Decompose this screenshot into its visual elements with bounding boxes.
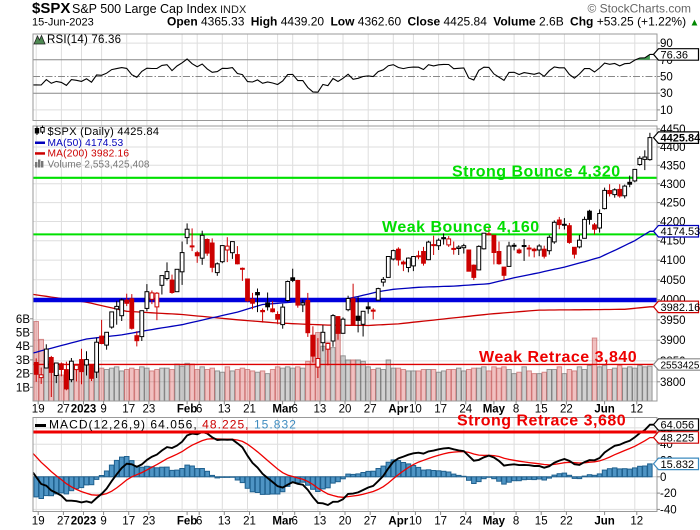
svg-text:64.056: 64.056	[661, 420, 695, 432]
svg-text:76.36: 76.36	[661, 49, 689, 61]
svg-text:3900: 3900	[660, 335, 686, 347]
svg-text:RSI(14) 76.36: RSI(14) 76.36	[47, 34, 121, 46]
svg-text:4B: 4B	[16, 341, 30, 353]
svg-text:90: 90	[660, 38, 673, 50]
svg-text:4300: 4300	[660, 179, 686, 191]
svg-text:24: 24	[459, 516, 472, 528]
svg-text:-40: -40	[660, 504, 677, 516]
svg-text:MA(50) 4174.53: MA(50) 4174.53	[48, 138, 124, 149]
svg-text:Mar: Mar	[272, 516, 293, 528]
svg-text:Mar: Mar	[272, 404, 293, 416]
svg-text:Apr: Apr	[388, 516, 408, 528]
svg-text:INDX: INDX	[220, 4, 247, 16]
svg-text:17: 17	[434, 516, 447, 528]
svg-text:4250: 4250	[660, 198, 686, 210]
svg-text:3950: 3950	[660, 315, 686, 327]
svg-text:8: 8	[513, 404, 519, 416]
svg-text:9: 9	[100, 404, 106, 416]
svg-text:50: 50	[660, 72, 673, 84]
svg-text:Feb: Feb	[177, 404, 197, 416]
svg-text:4174.53: 4174.53	[661, 226, 700, 238]
svg-text:May: May	[483, 404, 506, 416]
svg-text:Jun: Jun	[594, 404, 614, 416]
svg-text:15-Jun-2023: 15-Jun-2023	[32, 17, 94, 29]
svg-text:Volume 2,553,425,408: Volume 2,553,425,408	[48, 159, 150, 170]
svg-text:Jun: Jun	[594, 516, 614, 528]
svg-text:0: 0	[660, 472, 666, 484]
svg-text:6B: 6B	[16, 314, 30, 326]
svg-text:21: 21	[243, 516, 256, 528]
svg-text:$SPX: $SPX	[32, 0, 70, 17]
svg-text:2023: 2023	[71, 516, 97, 528]
svg-text:May: May	[483, 516, 506, 528]
svg-text:Weak Bounce 4,160: Weak Bounce 4,160	[382, 219, 540, 236]
svg-text:23: 23	[143, 516, 156, 528]
svg-text:4050: 4050	[660, 275, 686, 287]
svg-text:2553425: 2553425	[661, 361, 700, 372]
svg-text:30: 30	[660, 88, 673, 100]
svg-text:15: 15	[535, 404, 548, 416]
svg-text:8: 8	[513, 516, 519, 528]
svg-text:3982.16: 3982.16	[661, 302, 700, 314]
svg-text:19: 19	[32, 516, 45, 528]
svg-text:4100: 4100	[660, 255, 686, 267]
svg-text:13: 13	[218, 404, 231, 416]
svg-text:Strong Retrace 3,680: Strong Retrace 3,680	[457, 413, 626, 430]
svg-text:-20: -20	[660, 488, 677, 500]
svg-text:4400: 4400	[660, 142, 686, 154]
svg-text:15: 15	[535, 516, 548, 528]
svg-text:48.225: 48.225	[661, 433, 695, 445]
svg-text:12: 12	[630, 516, 643, 528]
svg-text:15.832: 15.832	[661, 459, 695, 471]
svg-text:3800: 3800	[660, 377, 686, 389]
svg-text:3B: 3B	[16, 355, 30, 367]
svg-text:S&P 500 Large Cap Index: S&P 500 Large Cap Index	[72, 2, 218, 16]
svg-text:17: 17	[122, 404, 135, 416]
svg-text:22: 22	[560, 404, 573, 416]
svg-text:21: 21	[243, 404, 256, 416]
svg-text:13: 13	[314, 404, 327, 416]
svg-text:6: 6	[291, 404, 297, 416]
svg-text:5B: 5B	[16, 328, 30, 340]
svg-text:4350: 4350	[660, 160, 686, 172]
svg-text:20: 20	[339, 404, 352, 416]
svg-text:27: 27	[57, 516, 70, 528]
svg-text:© StockCharts.com: © StockCharts.com	[587, 2, 691, 16]
svg-text:Weak Retrace 3,840: Weak Retrace 3,840	[479, 349, 637, 366]
svg-text:27: 27	[364, 516, 377, 528]
svg-text:10: 10	[660, 105, 673, 117]
svg-text:12: 12	[630, 404, 643, 416]
svg-text:10: 10	[409, 404, 422, 416]
svg-text:13: 13	[314, 516, 327, 528]
svg-text:23: 23	[143, 404, 156, 416]
svg-text:17: 17	[434, 404, 447, 416]
svg-text:19: 19	[32, 404, 45, 416]
svg-text:6: 6	[291, 516, 297, 528]
svg-text:13: 13	[218, 516, 231, 528]
svg-text:MA(200) 3982.16: MA(200) 3982.16	[48, 149, 130, 160]
svg-text:27: 27	[364, 404, 377, 416]
svg-text:17: 17	[122, 516, 135, 528]
svg-text:Feb: Feb	[177, 516, 197, 528]
svg-text:4150: 4150	[660, 236, 686, 248]
svg-text:6: 6	[196, 404, 202, 416]
svg-text:MACD(12,26,9) 64.056, 48.225,: MACD(12,26,9) 64.056, 48.225, 15.832	[49, 418, 297, 432]
svg-text:4425.84: 4425.84	[661, 133, 700, 145]
svg-text:1B: 1B	[16, 382, 30, 394]
svg-text:24: 24	[459, 404, 472, 416]
svg-text:Open 4365.33 High 4439.20 Low: Open 4365.33 High 4439.20 Low 4362.60 Cl…	[167, 15, 699, 29]
svg-text:10: 10	[409, 516, 422, 528]
svg-text:6: 6	[196, 516, 202, 528]
svg-text:2023: 2023	[71, 404, 97, 416]
svg-text:$SPX (Daily) 4425.84: $SPX (Daily) 4425.84	[48, 126, 160, 138]
svg-text:22: 22	[560, 516, 573, 528]
svg-text:27: 27	[57, 404, 70, 416]
svg-text:Strong Bounce 4,320: Strong Bounce 4,320	[452, 163, 621, 180]
svg-text:9: 9	[100, 516, 106, 528]
svg-text:Apr: Apr	[388, 404, 408, 416]
svg-text:2B: 2B	[16, 369, 30, 381]
svg-text:20: 20	[339, 516, 352, 528]
